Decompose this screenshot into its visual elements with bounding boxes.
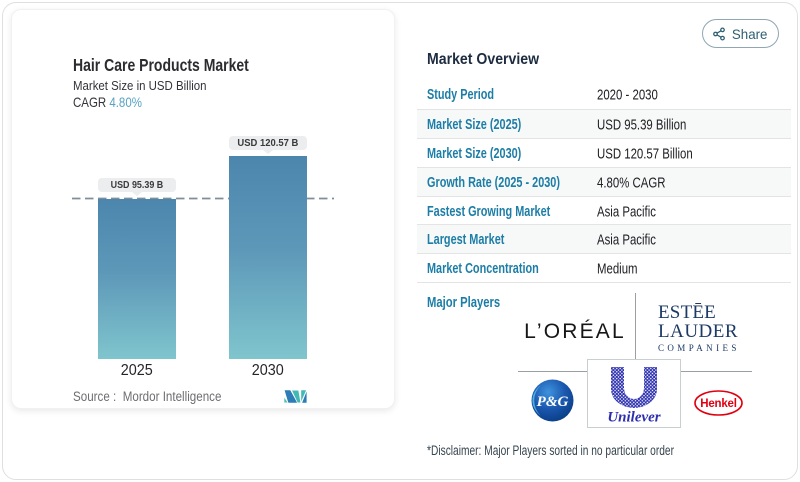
svg-text:Unilever: Unilever bbox=[607, 410, 660, 426]
svg-text:P&G: P&G bbox=[537, 394, 569, 410]
svg-text:Henkel: Henkel bbox=[700, 398, 737, 410]
